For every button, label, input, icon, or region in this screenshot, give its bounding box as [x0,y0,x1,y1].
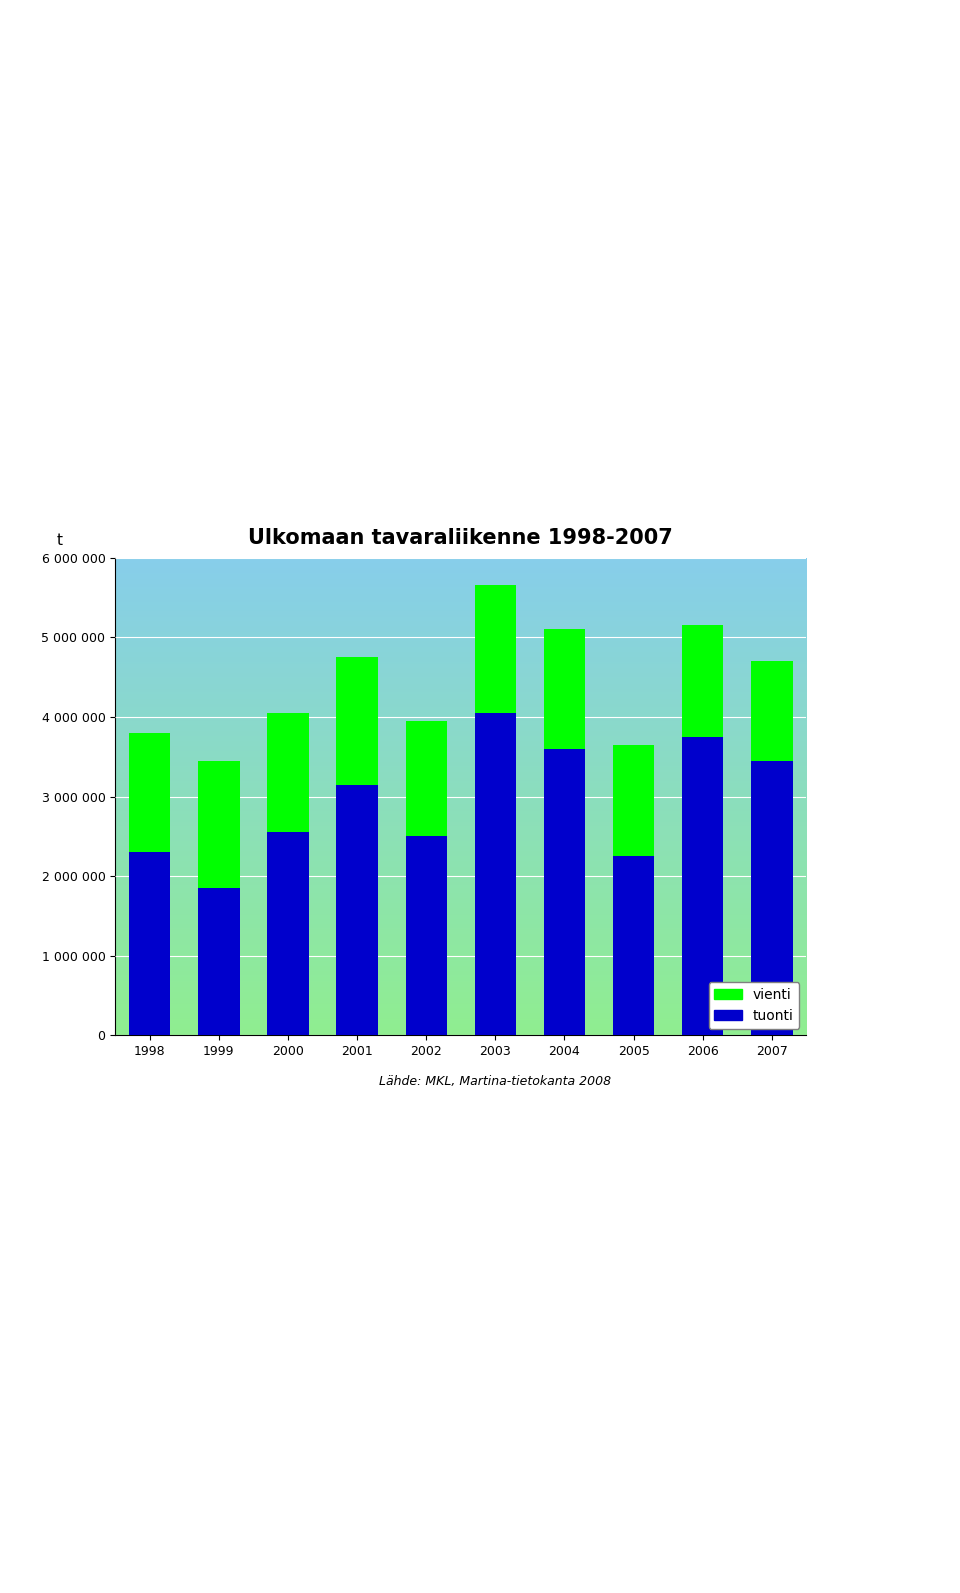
Bar [682,624,724,736]
Bar [336,785,378,1035]
Bar [267,714,309,832]
Bar [474,714,516,1035]
Bar [474,586,516,714]
Bar [543,629,586,749]
Bar [751,661,793,760]
Y-axis label: t: t [57,534,63,548]
Bar [751,760,793,1035]
Text: Lähde: MKL, Martina-tietokanta 2008: Lähde: MKL, Martina-tietokanta 2008 [379,1075,612,1088]
Bar [405,836,447,1035]
Bar [129,733,171,852]
Bar [267,832,309,1035]
Bar [682,736,724,1035]
Bar [198,889,240,1035]
Bar [129,852,171,1035]
Bar [612,746,655,857]
Bar [612,857,655,1035]
Legend: vienti, tuonti: vienti, tuonti [708,983,800,1029]
Bar [198,761,240,889]
Bar [543,749,586,1035]
Bar [336,658,378,785]
Title: Ulkomaan tavaraliikenne 1998-2007: Ulkomaan tavaraliikenne 1998-2007 [249,527,673,548]
Bar [405,720,447,836]
